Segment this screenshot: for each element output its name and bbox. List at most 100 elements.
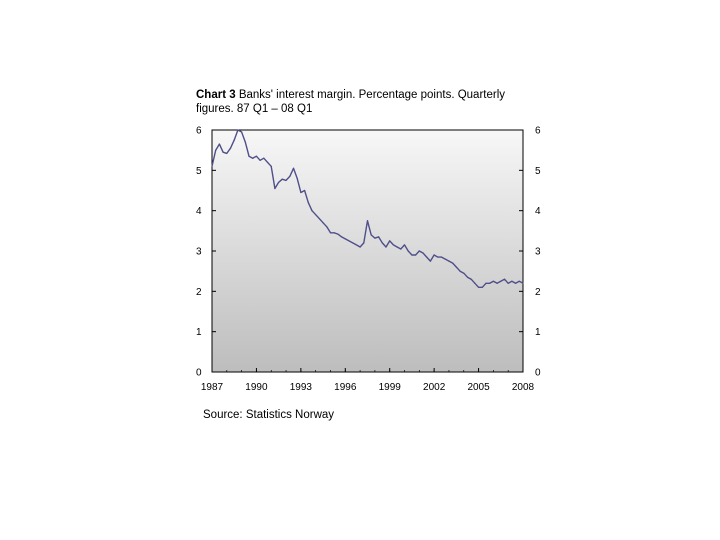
data-point xyxy=(352,242,354,244)
data-point xyxy=(507,282,509,284)
data-point xyxy=(415,254,417,256)
y-tick-label-right: 3 xyxy=(535,247,541,258)
data-point xyxy=(500,280,502,282)
data-point xyxy=(452,262,454,264)
x-tick-label: 1987 xyxy=(201,382,224,393)
data-point xyxy=(466,276,469,278)
data-point xyxy=(440,256,443,258)
data-point xyxy=(252,157,254,159)
y-tick-label-right: 4 xyxy=(535,206,541,217)
data-point xyxy=(222,151,224,153)
data-point xyxy=(263,157,265,159)
y-tick-label-right: 0 xyxy=(535,368,541,379)
data-point xyxy=(318,218,320,220)
data-point xyxy=(278,181,280,184)
data-point xyxy=(307,202,309,204)
data-point xyxy=(359,246,361,248)
y-tick-label-left: 1 xyxy=(196,327,202,338)
data-point xyxy=(215,149,217,151)
data-point xyxy=(300,191,302,194)
data-point xyxy=(241,131,243,133)
data-point xyxy=(503,278,506,280)
data-point xyxy=(322,222,324,224)
data-point xyxy=(485,282,487,284)
x-tick-label: 1999 xyxy=(379,382,402,393)
y-tick-label-left: 2 xyxy=(196,287,202,298)
data-point xyxy=(448,260,450,262)
data-point xyxy=(248,155,250,157)
data-point xyxy=(433,254,435,256)
data-point xyxy=(255,155,258,157)
data-point xyxy=(392,244,395,246)
y-tick-label-left: 5 xyxy=(196,166,202,177)
data-point xyxy=(326,226,328,228)
data-point xyxy=(429,260,432,262)
x-tick-label: 2005 xyxy=(467,382,490,393)
data-point xyxy=(396,246,398,248)
data-point xyxy=(296,177,298,179)
data-point xyxy=(274,187,276,190)
y-tick-label-left: 0 xyxy=(196,368,202,379)
data-point xyxy=(481,286,483,288)
data-point xyxy=(329,232,332,234)
data-point xyxy=(455,266,457,268)
chart-number: Chart 3 xyxy=(196,89,236,101)
chart-title-text: Banks' interest margin. Percentage point… xyxy=(196,89,506,115)
data-point xyxy=(344,238,346,240)
data-point xyxy=(244,141,246,143)
data-point xyxy=(378,236,380,238)
chart-title: Chart 3 Banks' interest margin. Percenta… xyxy=(196,88,536,116)
x-tick-label: 2002 xyxy=(423,382,446,393)
source-note: Source: Statistics Norway xyxy=(203,409,335,421)
data-point xyxy=(489,282,491,284)
data-point xyxy=(492,280,494,282)
data-point xyxy=(474,282,476,284)
data-point xyxy=(355,244,357,246)
data-point xyxy=(292,167,295,169)
data-point xyxy=(340,236,343,238)
y-tick-label-right: 1 xyxy=(535,327,541,338)
y-tick-label-right: 5 xyxy=(535,166,541,177)
data-point xyxy=(374,237,376,239)
x-tick-label: 1990 xyxy=(245,382,268,393)
x-tick-label: 1993 xyxy=(290,382,313,393)
data-point xyxy=(337,233,339,235)
data-point xyxy=(518,280,520,282)
data-point xyxy=(403,244,406,246)
data-point xyxy=(311,210,313,212)
data-point xyxy=(233,139,235,141)
plot-area xyxy=(211,129,524,373)
data-point xyxy=(363,242,365,244)
data-point xyxy=(218,143,221,145)
data-point xyxy=(303,189,306,192)
data-point xyxy=(281,178,283,180)
data-point xyxy=(477,286,480,288)
data-point xyxy=(511,280,513,282)
data-point xyxy=(266,161,269,163)
data-point xyxy=(444,258,446,260)
y-tick-label-left: 3 xyxy=(196,247,202,258)
data-point xyxy=(463,272,465,274)
data-point xyxy=(389,240,391,242)
data-point xyxy=(381,242,383,244)
y-tick-label-right: 2 xyxy=(535,287,541,298)
y-tick-label-right: 6 xyxy=(535,126,541,137)
x-tick-label: 1996 xyxy=(334,382,357,393)
data-point xyxy=(333,232,335,234)
data-point xyxy=(400,248,402,250)
data-point xyxy=(522,282,524,284)
data-point xyxy=(422,252,424,254)
data-point xyxy=(315,214,317,216)
data-point xyxy=(270,165,272,167)
data-point xyxy=(211,165,213,167)
data-point xyxy=(259,159,261,161)
data-point xyxy=(470,278,472,280)
data-point xyxy=(514,282,517,284)
data-point xyxy=(411,254,413,256)
y-tick-label-left: 6 xyxy=(196,126,202,137)
y-tick-label-left: 4 xyxy=(196,206,202,217)
data-point xyxy=(496,282,498,284)
data-point xyxy=(407,250,409,252)
data-point xyxy=(370,234,372,236)
data-point xyxy=(348,240,350,242)
